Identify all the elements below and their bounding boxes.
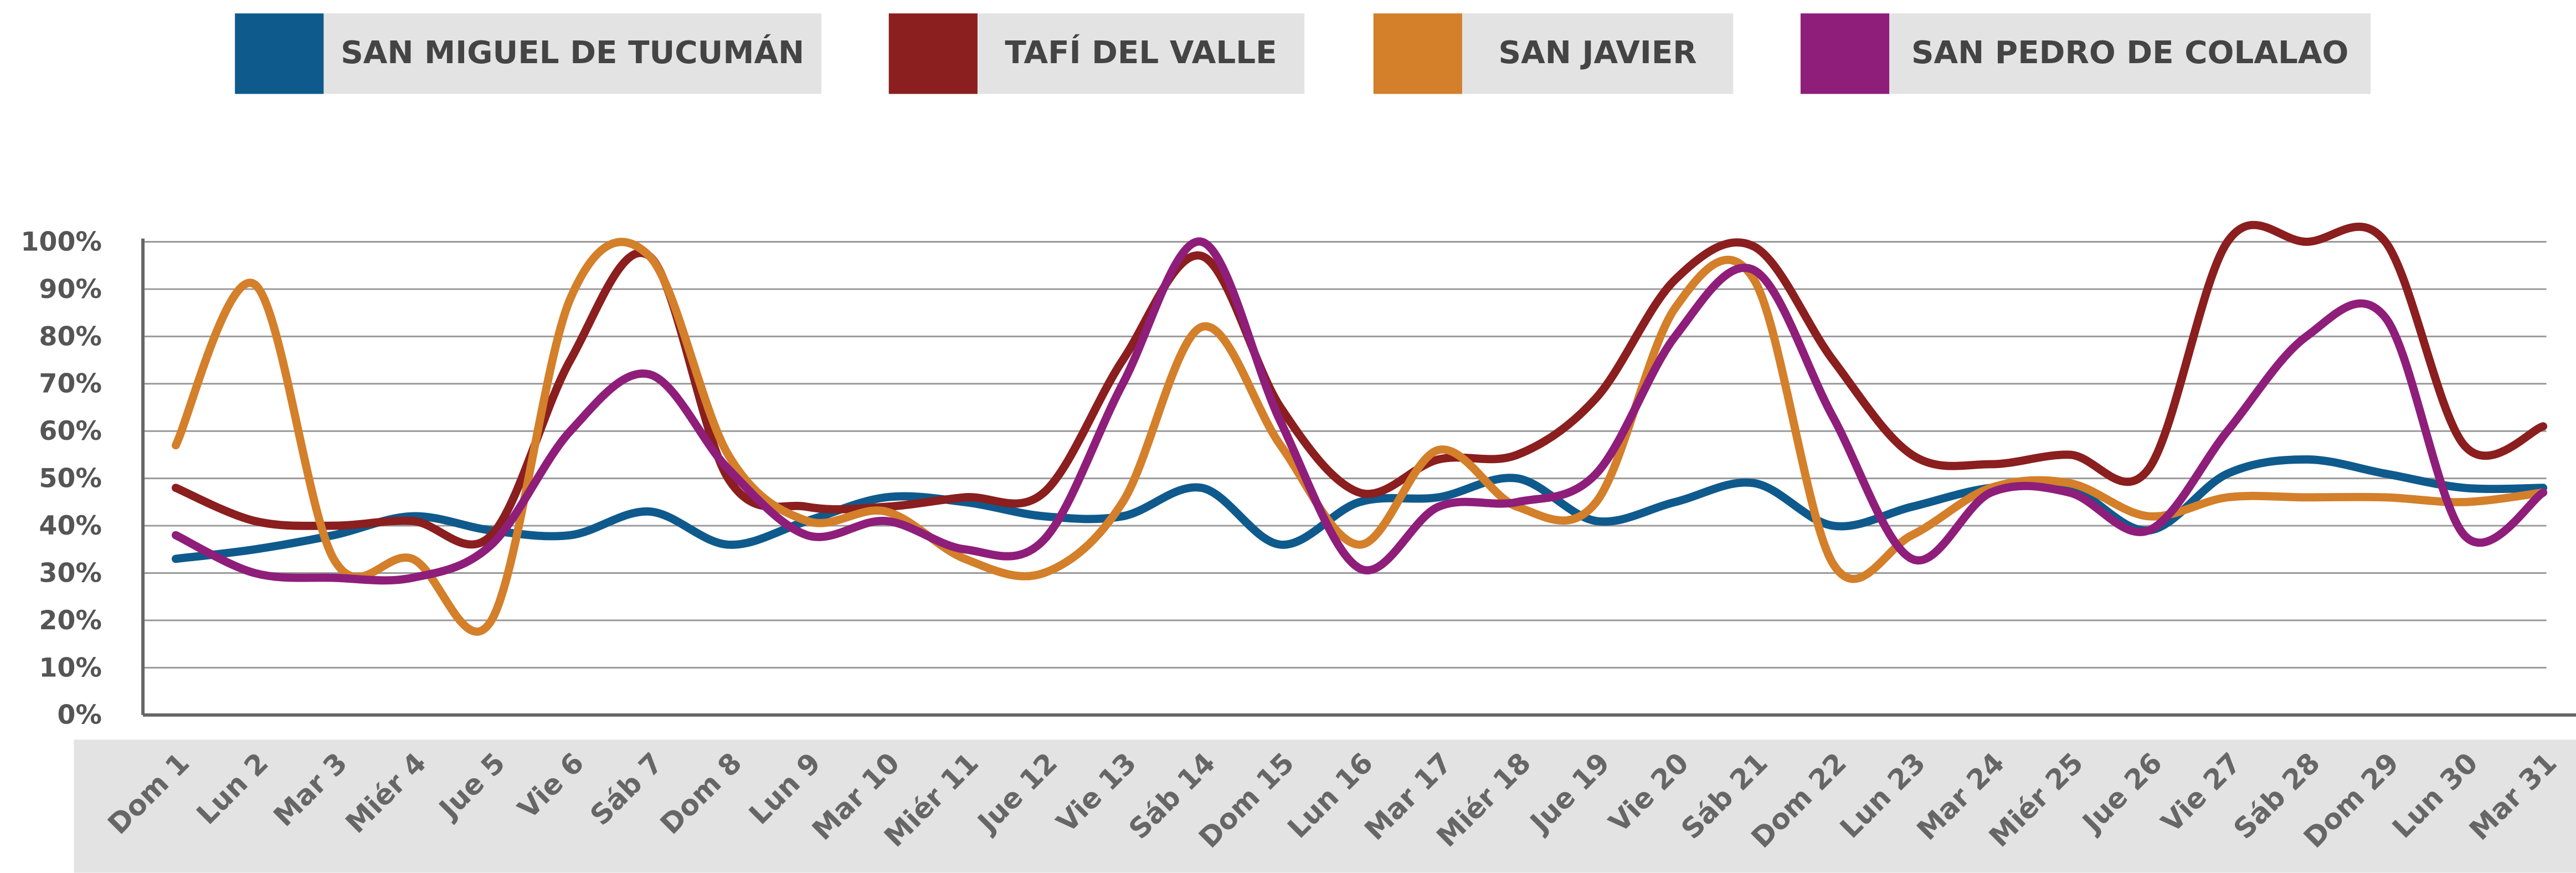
series-line <box>171 238 2548 636</box>
y-tick-label: 80% <box>39 321 102 352</box>
legend-label-bg <box>1462 13 1734 94</box>
y-tick-label: 20% <box>39 605 102 636</box>
y-tick-label: 100% <box>20 227 102 257</box>
legend-swatch <box>235 13 324 94</box>
y-tick-label: 70% <box>39 369 102 399</box>
y-tick-label: 0% <box>57 700 102 731</box>
legend-label: SAN PEDRO DE COLALAO <box>1911 35 2348 71</box>
legend-swatch <box>888 13 978 94</box>
series-line <box>171 220 2548 549</box>
legend-label-bg <box>323 13 822 94</box>
legend-swatch <box>1800 13 1890 94</box>
category-band <box>74 740 2576 873</box>
y-tick-label: 90% <box>39 274 102 305</box>
y-tick-label: 60% <box>39 416 102 446</box>
y-tick-label: 40% <box>39 511 102 541</box>
series-line <box>171 237 2548 585</box>
y-tick-label: 30% <box>39 558 102 588</box>
legend-swatch <box>1373 13 1462 94</box>
y-tick-label: 10% <box>39 653 102 683</box>
legend-label: SAN JAVIER <box>1499 35 1697 71</box>
legend-label: SAN MIGUEL DE TUCUMÁN <box>341 33 804 71</box>
y-tick-label: 50% <box>39 464 102 494</box>
legend-label-bg <box>977 13 1305 94</box>
legend-label: TAFÍ DEL VALLE <box>1005 33 1277 71</box>
legend-label-bg <box>1889 13 2371 94</box>
